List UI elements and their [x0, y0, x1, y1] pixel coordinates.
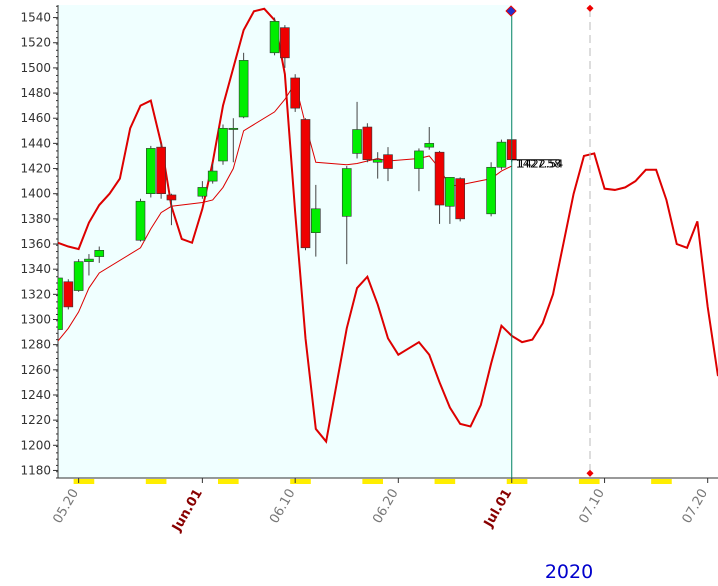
y-tick-label: 1400	[20, 187, 51, 201]
weekend-marker	[290, 479, 311, 484]
y-tick-label: 1360	[20, 237, 51, 251]
candle-body	[497, 142, 506, 167]
candle-body	[95, 250, 104, 256]
y-tick-label: 1280	[20, 338, 51, 352]
x-tick-label: 05.20	[50, 487, 82, 527]
candle-body	[219, 128, 228, 161]
candle-body	[373, 160, 382, 163]
candle-body	[363, 127, 372, 160]
x-tick-label: Jun.01	[169, 487, 206, 536]
x-tick-label: 07.10	[576, 487, 608, 527]
candle-body	[353, 130, 362, 154]
x-tick-label: Jul.01	[481, 487, 515, 531]
weekend-marker	[362, 479, 383, 484]
y-tick-label: 1340	[20, 262, 51, 276]
candle-body	[291, 78, 300, 108]
candle-body	[157, 147, 166, 194]
candle-body	[342, 169, 351, 217]
weekend-marker	[435, 479, 456, 484]
candle-body	[435, 152, 444, 205]
candle-body	[84, 259, 93, 262]
candle-body	[198, 187, 207, 196]
weekend-marker	[218, 479, 239, 484]
y-tick-label: 1520	[20, 36, 51, 50]
y-tick-label: 1180	[20, 463, 51, 477]
candle-body	[445, 177, 454, 206]
y-tick-label: 1460	[20, 111, 51, 125]
y-tick-label: 1480	[20, 86, 51, 100]
x-tick-label: 07.20	[680, 487, 712, 527]
candle-body	[136, 201, 145, 240]
candle-body	[456, 179, 465, 219]
candle-body	[167, 195, 176, 200]
y-tick-label: 1220	[20, 413, 51, 427]
y-tick-label: 1380	[20, 212, 51, 226]
weekend-marker	[74, 479, 95, 484]
candle-body	[208, 171, 217, 181]
weekend-marker	[507, 479, 528, 484]
y-tick-label: 1300	[20, 312, 51, 326]
candle-body	[270, 21, 279, 52]
candle-body	[311, 209, 320, 233]
weekend-markers	[74, 479, 672, 484]
forecast-marker-bottom	[586, 470, 593, 477]
candle-body	[487, 167, 496, 214]
weekend-marker	[579, 479, 600, 484]
weekend-marker	[146, 479, 167, 484]
y-tick-label: 1540	[20, 11, 51, 25]
candle-body	[384, 155, 393, 169]
candle-body	[74, 262, 83, 291]
candle-body	[54, 278, 63, 330]
year-label: 2020	[545, 561, 593, 582]
y-tick-label: 1440	[20, 136, 51, 150]
candle-body	[146, 148, 155, 193]
candle-body	[239, 60, 248, 117]
forecast-marker-top	[586, 5, 593, 12]
weekend-marker	[651, 479, 672, 484]
candle-body	[425, 143, 434, 147]
candle-body	[64, 282, 73, 307]
y-tick-label: 1420	[20, 162, 51, 176]
y-tick-label: 1500	[20, 61, 51, 75]
x-tick-label: 06.20	[370, 487, 402, 527]
y-tick-label: 1320	[20, 287, 51, 301]
ma-label: 1422.54	[518, 158, 564, 171]
y-tick-label: 1200	[20, 438, 51, 452]
y-tick-label: 1240	[20, 388, 51, 402]
candle-body	[301, 119, 310, 247]
candle-body	[229, 128, 238, 129]
y-tick-label: 1260	[20, 363, 51, 377]
candle-body	[280, 28, 289, 58]
candle-body	[414, 151, 423, 169]
x-tick-label: 06.10	[267, 487, 299, 527]
